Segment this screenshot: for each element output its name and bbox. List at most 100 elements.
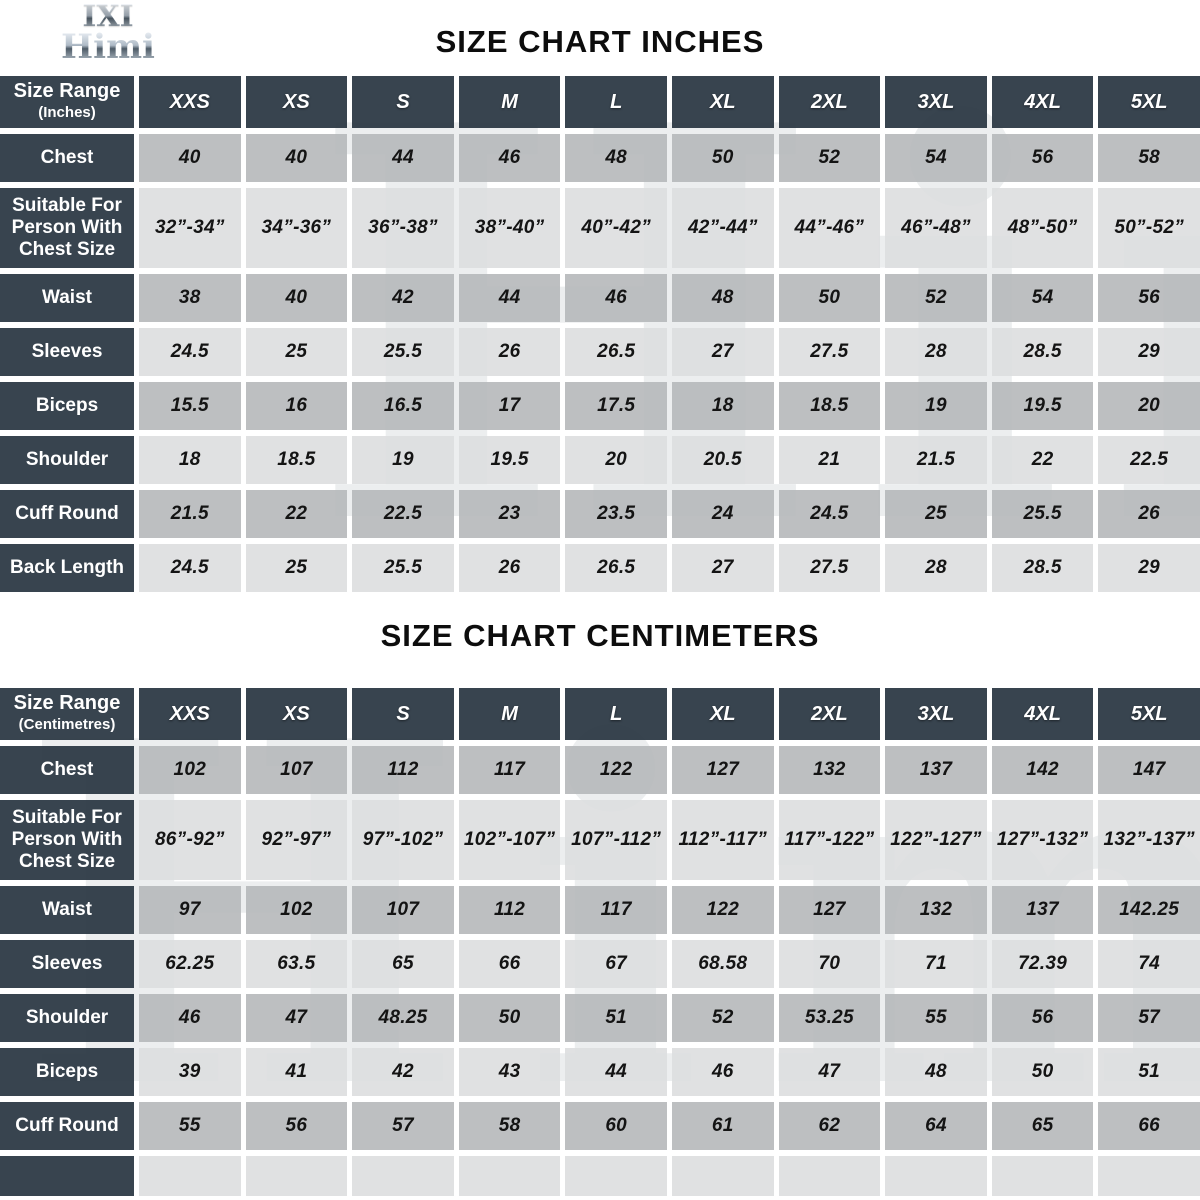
data-cell: 27 — [671, 544, 774, 592]
row-label-cell — [0, 1156, 134, 1196]
data-cell: 112 — [352, 746, 454, 794]
data-cell: 50”-52” — [1098, 188, 1200, 268]
data-cell: 72.39 — [991, 940, 1094, 988]
data-cell: 18.5 — [245, 436, 348, 484]
size-header-cell: XL — [671, 688, 774, 740]
data-cell: 68.58 — [671, 940, 774, 988]
corner-cell: Size Range (Centimetres) — [0, 688, 134, 740]
data-cell — [671, 1156, 774, 1196]
data-cell: 26.5 — [565, 328, 667, 376]
data-cell: 42 — [352, 1048, 454, 1096]
row-label-cell: Chest — [0, 746, 134, 794]
brand-logo: IXI Himi — [48, 2, 168, 65]
data-cell: 56 — [991, 994, 1094, 1042]
data-cell: 20 — [1098, 382, 1200, 430]
data-cell: 50 — [991, 1048, 1094, 1096]
data-cell: 64 — [885, 1102, 987, 1150]
data-cell: 67 — [565, 940, 667, 988]
data-cell: 22 — [991, 436, 1094, 484]
data-cell: 26 — [458, 544, 561, 592]
row-label-cell: Chest — [0, 134, 134, 182]
data-cell: 38”-40” — [458, 188, 561, 268]
data-cell: 23.5 — [565, 490, 667, 538]
data-cell — [991, 1156, 1094, 1196]
size-chart-inches-table: Size Range (Inches) XXS XS S M L XL 2XL 3XL 4XL 5XL… — [0, 76, 1200, 592]
data-cell: 28 — [885, 328, 987, 376]
brand-logo-icon: IXI — [48, 2, 168, 32]
inches-chart-title: SIZE CHART INCHES — [435, 24, 765, 59]
row-label-cell: Sleeves — [0, 328, 134, 376]
data-cell: 20 — [565, 436, 667, 484]
size-header-cell: S — [352, 688, 454, 740]
data-cell: 117 — [565, 886, 667, 934]
data-cell: 137 — [991, 886, 1094, 934]
data-cell: 97”-102” — [352, 800, 454, 880]
data-cell: 132”-137” — [1098, 800, 1200, 880]
row-label-cell: Shoulder — [0, 436, 134, 484]
row-label-cell: Biceps — [0, 382, 134, 430]
data-cell: 24.5 — [139, 328, 241, 376]
size-header-cell: 3XL — [885, 688, 987, 740]
data-cell: 29 — [1098, 544, 1200, 592]
size-header-cell: 5XL — [1098, 688, 1200, 740]
data-cell: 74 — [1098, 940, 1200, 988]
row-label-cell: Suitable For Person With Chest Size — [0, 800, 134, 880]
data-cell: 24.5 — [139, 544, 241, 592]
data-cell: 50 — [671, 134, 774, 182]
data-cell: 18 — [671, 382, 774, 430]
data-cell: 39 — [139, 1048, 241, 1096]
data-cell: 122”-127” — [885, 800, 987, 880]
data-cell: 102 — [139, 746, 241, 794]
data-cell: 46 — [671, 1048, 774, 1096]
data-cell: 56 — [245, 1102, 348, 1150]
data-cell: 62.25 — [139, 940, 241, 988]
data-cell: 102”-107” — [458, 800, 561, 880]
data-cell — [1098, 1156, 1200, 1196]
data-cell: 70 — [778, 940, 881, 988]
data-cell: 16.5 — [352, 382, 454, 430]
data-cell: 58 — [458, 1102, 561, 1150]
data-cell: 41 — [245, 1048, 348, 1096]
data-cell: 62 — [778, 1102, 881, 1150]
centimeters-chart-title: SIZE CHART CENTIMETERS — [380, 618, 820, 653]
data-cell: 25 — [885, 490, 987, 538]
data-cell: 25.5 — [991, 490, 1094, 538]
data-cell: 18.5 — [778, 382, 881, 430]
size-header-cell: 5XL — [1098, 76, 1200, 128]
data-cell — [139, 1156, 241, 1196]
data-cell: 42 — [352, 274, 454, 322]
size-header-cell: XL — [671, 76, 774, 128]
data-cell — [458, 1156, 561, 1196]
data-cell: 53.25 — [778, 994, 881, 1042]
size-header-cell: 2XL — [778, 76, 881, 128]
data-cell: 52 — [671, 994, 774, 1042]
data-cell: 117”-122” — [778, 800, 881, 880]
row-label-cell: Back Length — [0, 544, 134, 592]
data-cell: 20.5 — [671, 436, 774, 484]
data-cell: 27 — [671, 328, 774, 376]
data-cell: 63.5 — [245, 940, 348, 988]
data-cell: 47 — [245, 994, 348, 1042]
data-cell: 34”-36” — [245, 188, 348, 268]
data-cell: 48.25 — [352, 994, 454, 1042]
data-cell: 26.5 — [565, 544, 667, 592]
corner-line2: (Centimetres) — [18, 716, 116, 733]
data-cell: 17.5 — [565, 382, 667, 430]
data-cell: 112”-117” — [671, 800, 774, 880]
data-cell: 55 — [885, 994, 987, 1042]
data-cell: 71 — [885, 940, 987, 988]
row-label-cell: Suitable For Person With Chest Size — [0, 188, 134, 268]
size-header-cell: XS — [245, 688, 348, 740]
data-cell: 97 — [139, 886, 241, 934]
size-header-cell: XXS — [139, 688, 241, 740]
data-cell: 22.5 — [1098, 436, 1200, 484]
data-cell: 127 — [778, 886, 881, 934]
data-cell: 52 — [778, 134, 881, 182]
data-cell: 55 — [139, 1102, 241, 1150]
size-header-cell: 4XL — [991, 688, 1094, 740]
row-label-cell: Waist — [0, 274, 134, 322]
data-cell: 56 — [1098, 274, 1200, 322]
data-cell: 127”-132” — [991, 800, 1094, 880]
data-cell — [565, 1156, 667, 1196]
data-cell: 107 — [352, 886, 454, 934]
